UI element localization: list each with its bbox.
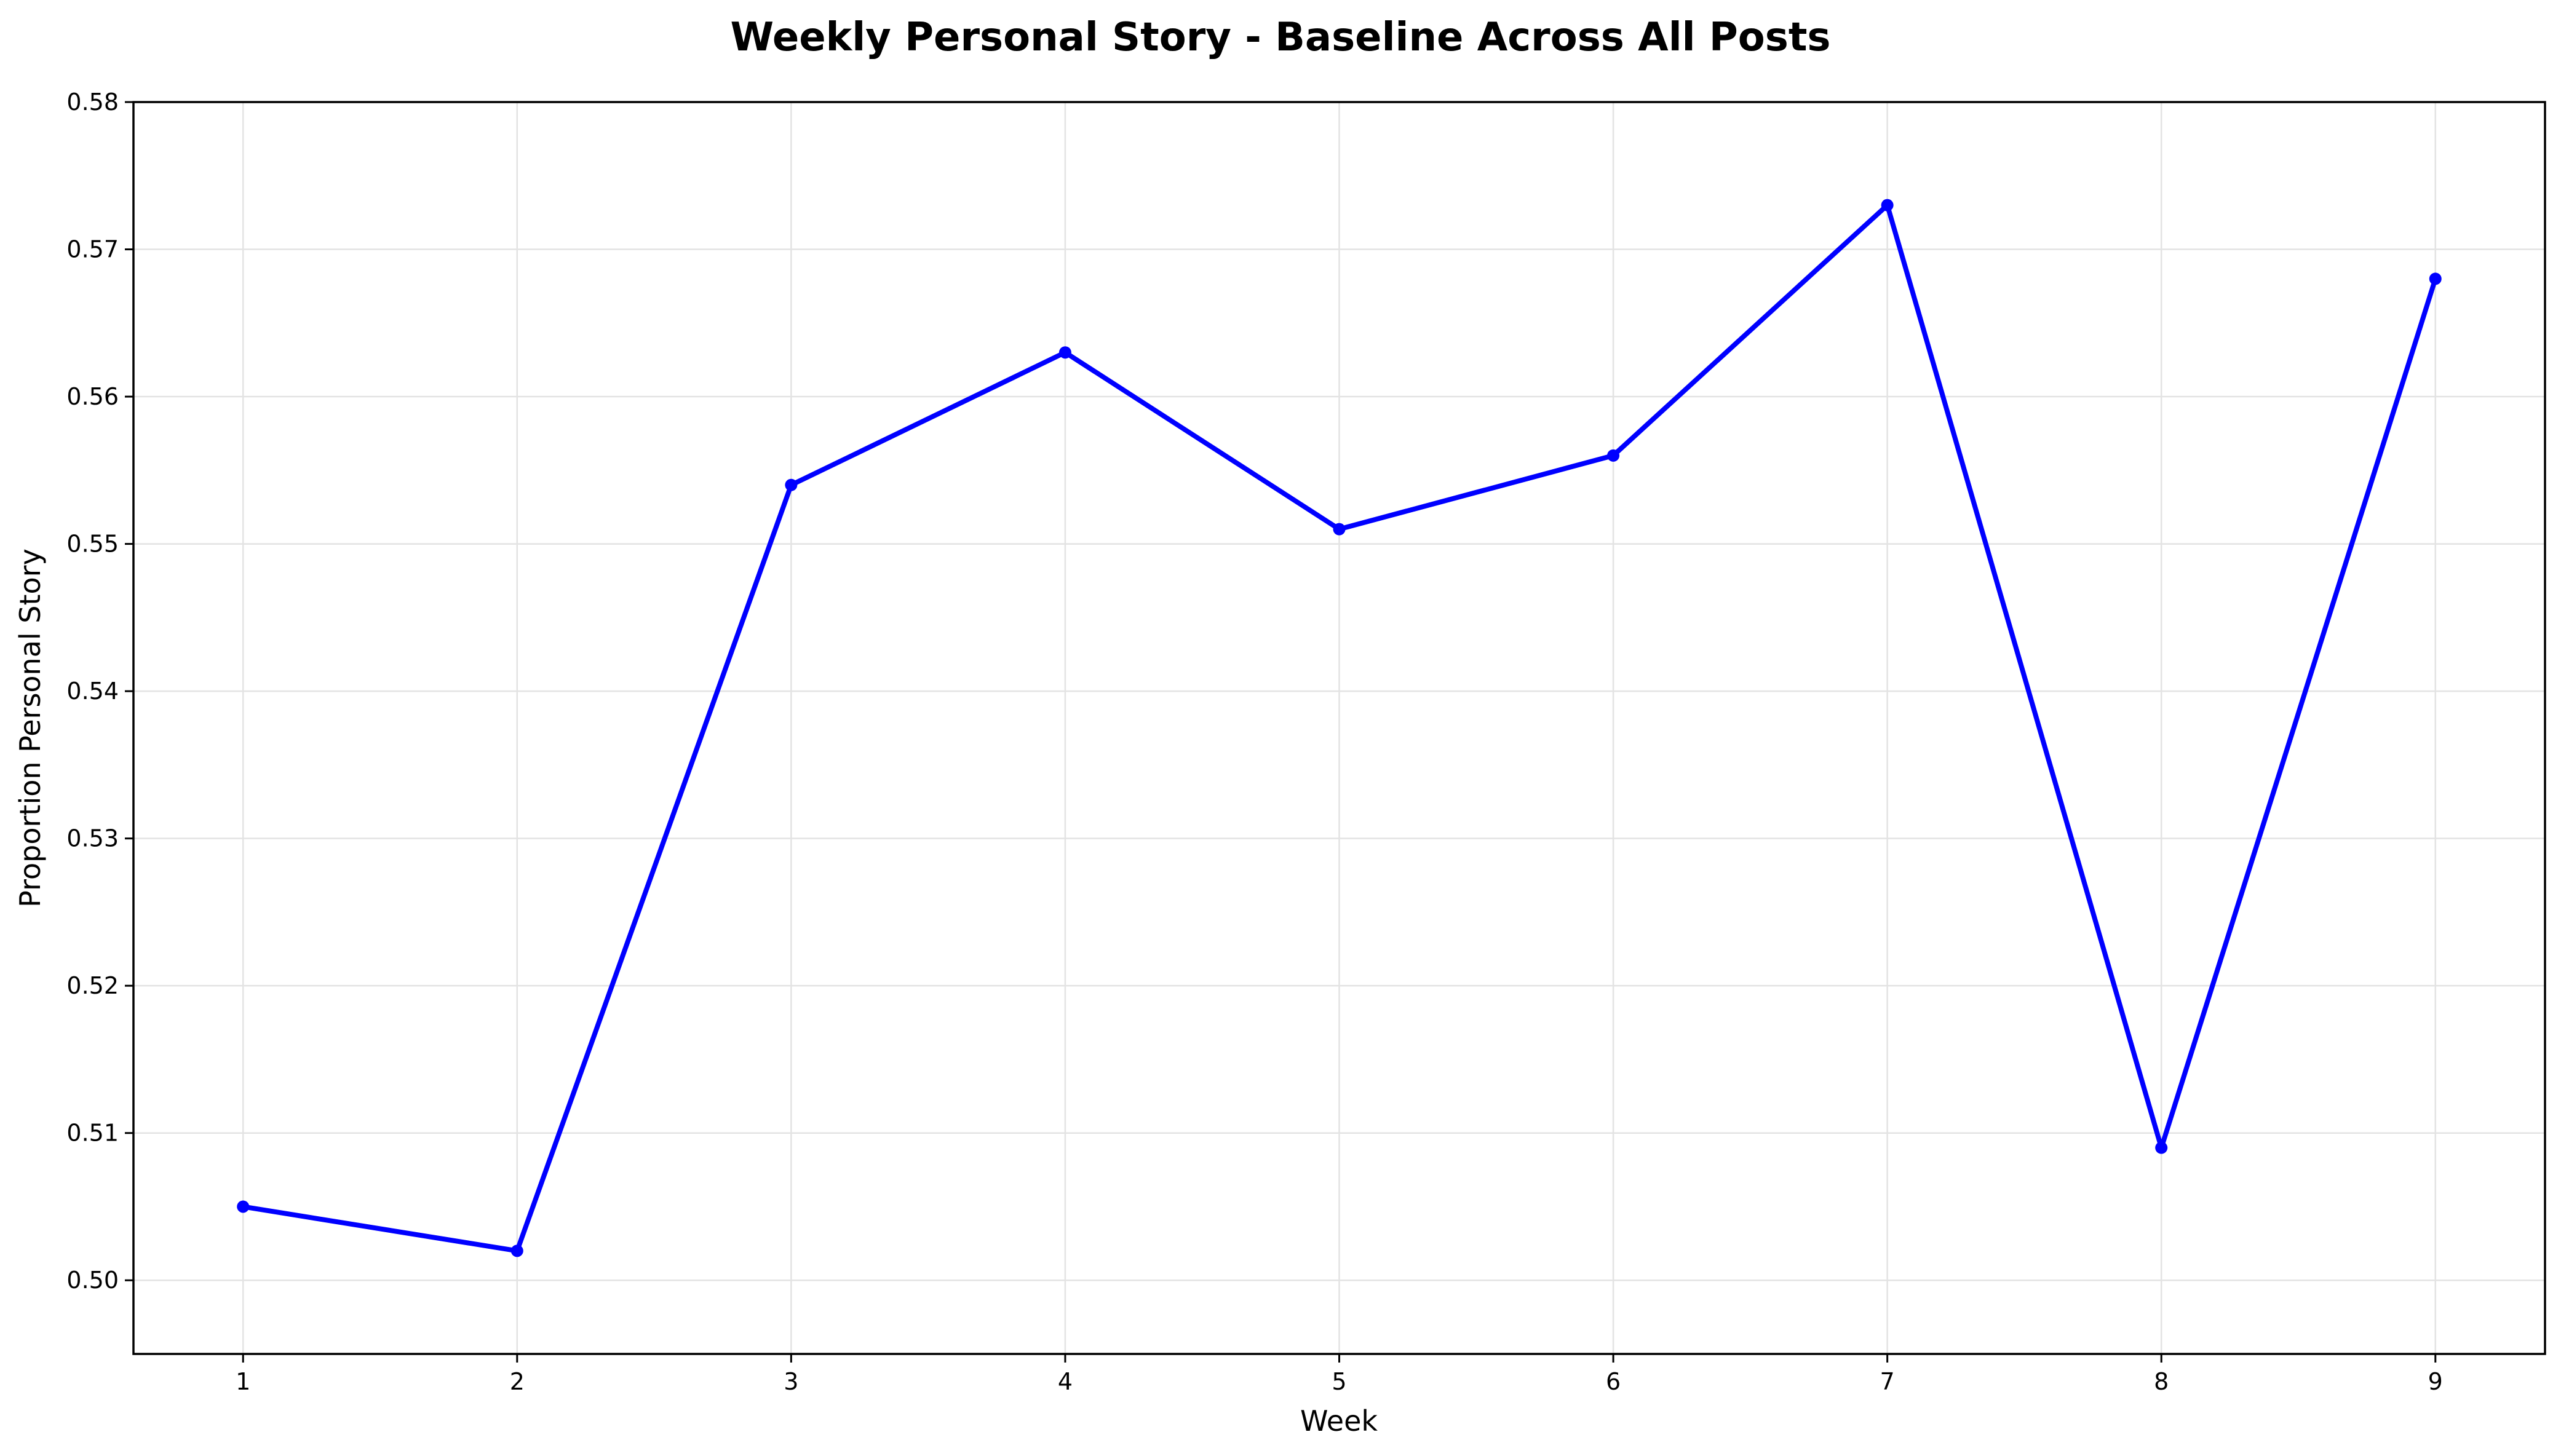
y-tick-label: 0.55 bbox=[66, 531, 119, 558]
x-tick-label: 4 bbox=[1058, 1368, 1073, 1395]
y-tick-label: 0.56 bbox=[66, 383, 119, 410]
data-point bbox=[1058, 346, 1071, 359]
y-tick-label: 0.53 bbox=[66, 825, 119, 852]
grid-lines bbox=[133, 101, 2545, 1354]
data-point bbox=[1881, 199, 1894, 212]
y-tick-label: 0.52 bbox=[66, 972, 119, 999]
axis-ticks: 1 2 3 4 5 6 7 8 9 0.50 0.51 0.52 0.53 0.54 0.55 0.56 0.5… bbox=[66, 89, 2442, 1395]
x-axis-label: Week bbox=[1300, 1404, 1378, 1438]
data-point bbox=[510, 1244, 523, 1257]
x-tick-label: 1 bbox=[236, 1368, 250, 1395]
data-point bbox=[1607, 449, 1620, 462]
data-point bbox=[1333, 523, 1346, 536]
y-tick-label: 0.54 bbox=[66, 678, 119, 705]
x-tick-label: 9 bbox=[2428, 1368, 2443, 1395]
y-tick-label: 0.58 bbox=[66, 89, 119, 116]
y-tick-label: 0.51 bbox=[66, 1120, 119, 1147]
y-tick-label: 0.50 bbox=[66, 1267, 119, 1294]
data-point bbox=[2155, 1141, 2168, 1154]
y-axis-label: Proportion Personal Story bbox=[14, 548, 47, 908]
plot-area-frame bbox=[132, 101, 2546, 1355]
y-tick-label: 0.57 bbox=[66, 236, 119, 263]
x-tick-label: 7 bbox=[1880, 1368, 1895, 1395]
x-tick-label: 8 bbox=[2154, 1368, 2169, 1395]
chart-title: Weekly Personal Story - Baseline Across … bbox=[731, 15, 1831, 60]
data-point bbox=[785, 478, 798, 491]
series-layer bbox=[237, 199, 2442, 1257]
x-tick-label: 5 bbox=[1332, 1368, 1346, 1395]
x-tick-label: 2 bbox=[510, 1368, 525, 1395]
data-point bbox=[2429, 272, 2442, 285]
x-tick-label: 3 bbox=[784, 1368, 798, 1395]
data-point bbox=[237, 1200, 250, 1213]
x-tick-label: 6 bbox=[1606, 1368, 1621, 1395]
